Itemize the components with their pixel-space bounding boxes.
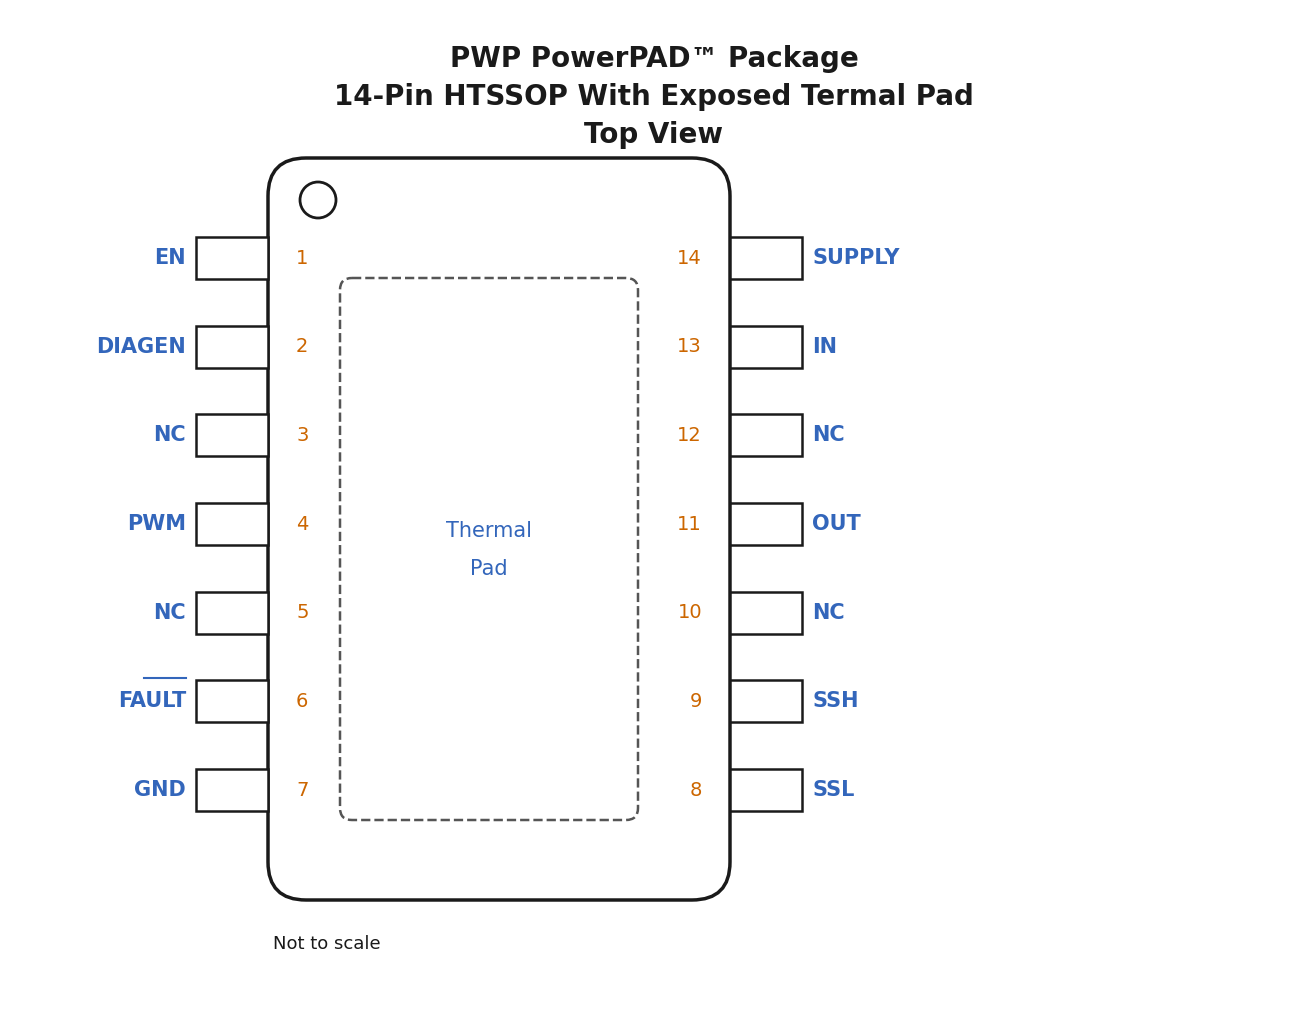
Text: Pad: Pad xyxy=(470,559,508,579)
FancyBboxPatch shape xyxy=(268,158,730,900)
Text: DIAGEN: DIAGEN xyxy=(97,336,186,357)
Bar xyxy=(730,591,802,633)
Text: NC: NC xyxy=(153,603,186,622)
Text: 4: 4 xyxy=(296,515,309,533)
Text: NC: NC xyxy=(812,603,845,622)
Text: SSL: SSL xyxy=(812,780,854,800)
Text: 13: 13 xyxy=(678,337,702,356)
Text: FAULT: FAULT xyxy=(118,691,186,711)
Bar xyxy=(730,681,802,723)
Bar xyxy=(730,503,802,545)
Text: 9: 9 xyxy=(689,692,702,710)
Text: 11: 11 xyxy=(678,515,702,533)
Text: PWP PowerPAD™ Package: PWP PowerPAD™ Package xyxy=(450,45,858,73)
Bar xyxy=(730,769,802,811)
Text: GND: GND xyxy=(135,780,186,800)
Bar xyxy=(196,414,268,456)
Bar xyxy=(196,769,268,811)
Bar xyxy=(730,237,802,279)
Text: SSH: SSH xyxy=(812,691,858,711)
Bar xyxy=(196,326,268,368)
Text: PWM: PWM xyxy=(127,514,186,534)
Text: IN: IN xyxy=(812,336,837,357)
Text: EN: EN xyxy=(154,248,186,268)
Text: 6: 6 xyxy=(296,692,309,710)
Bar xyxy=(196,237,268,279)
Text: 10: 10 xyxy=(678,603,702,622)
Bar xyxy=(730,414,802,456)
Text: NC: NC xyxy=(812,425,845,445)
Bar xyxy=(196,503,268,545)
Text: Top View: Top View xyxy=(585,121,723,149)
Text: 1: 1 xyxy=(296,248,309,268)
Text: 3: 3 xyxy=(296,425,309,445)
Text: 2: 2 xyxy=(296,337,309,356)
Text: 14: 14 xyxy=(678,248,702,268)
Text: 14-Pin HTSSOP With Exposed Termal Pad: 14-Pin HTSSOP With Exposed Termal Pad xyxy=(334,83,974,111)
Bar xyxy=(196,591,268,633)
Text: Not to scale: Not to scale xyxy=(273,935,381,953)
Text: 5: 5 xyxy=(296,603,309,622)
Text: OUT: OUT xyxy=(812,514,861,534)
Text: NC: NC xyxy=(153,425,186,445)
Bar xyxy=(730,326,802,368)
Text: 8: 8 xyxy=(689,780,702,800)
Text: 7: 7 xyxy=(296,780,309,800)
Circle shape xyxy=(300,182,336,218)
Text: Thermal: Thermal xyxy=(446,521,532,541)
Text: 12: 12 xyxy=(678,425,702,445)
Bar xyxy=(196,681,268,723)
Text: SUPPLY: SUPPLY xyxy=(812,248,900,268)
